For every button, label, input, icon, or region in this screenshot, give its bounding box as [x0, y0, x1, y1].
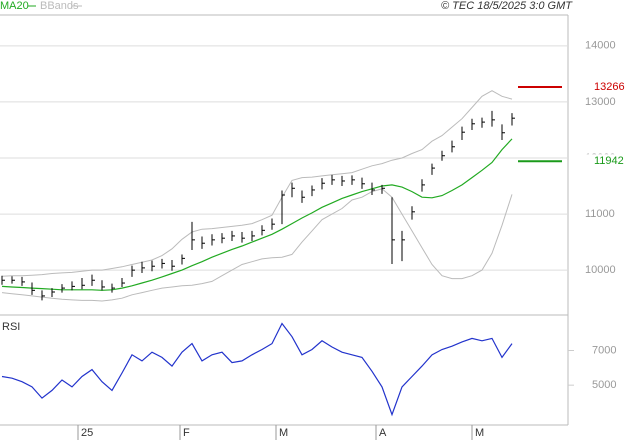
source: © TEC 18/5/2025 3:0 GMT [441, 0, 573, 12]
label-bg [578, 80, 626, 94]
x-tick-label: M [279, 427, 288, 439]
price-level-label: 13266 [594, 81, 625, 93]
panel-title: RSI [2, 321, 20, 333]
bband-upper [1, 90, 513, 277]
legend-label: BBands [40, 0, 79, 12]
legend-label: MA20 [0, 0, 29, 12]
x-tick-label: A [379, 427, 387, 439]
ma-line [1, 138, 513, 291]
y-tick-label: 14000 [585, 40, 616, 52]
y-tick-label: 13000 [585, 96, 616, 108]
x-tick-label: M [475, 427, 484, 439]
bband-lower [1, 188, 513, 302]
y-tick-label: 5000 [592, 379, 616, 391]
label-bg [578, 154, 626, 169]
y-tick-label: 10000 [585, 264, 616, 276]
x-tick-label: F [183, 427, 190, 439]
rsi-line [1, 322, 513, 417]
y-tick-label: 7000 [592, 344, 616, 356]
y-tick-label: 11000 [585, 208, 615, 220]
price-level-label: 11942 [594, 155, 624, 167]
x-tick-label: 25 [81, 427, 93, 439]
